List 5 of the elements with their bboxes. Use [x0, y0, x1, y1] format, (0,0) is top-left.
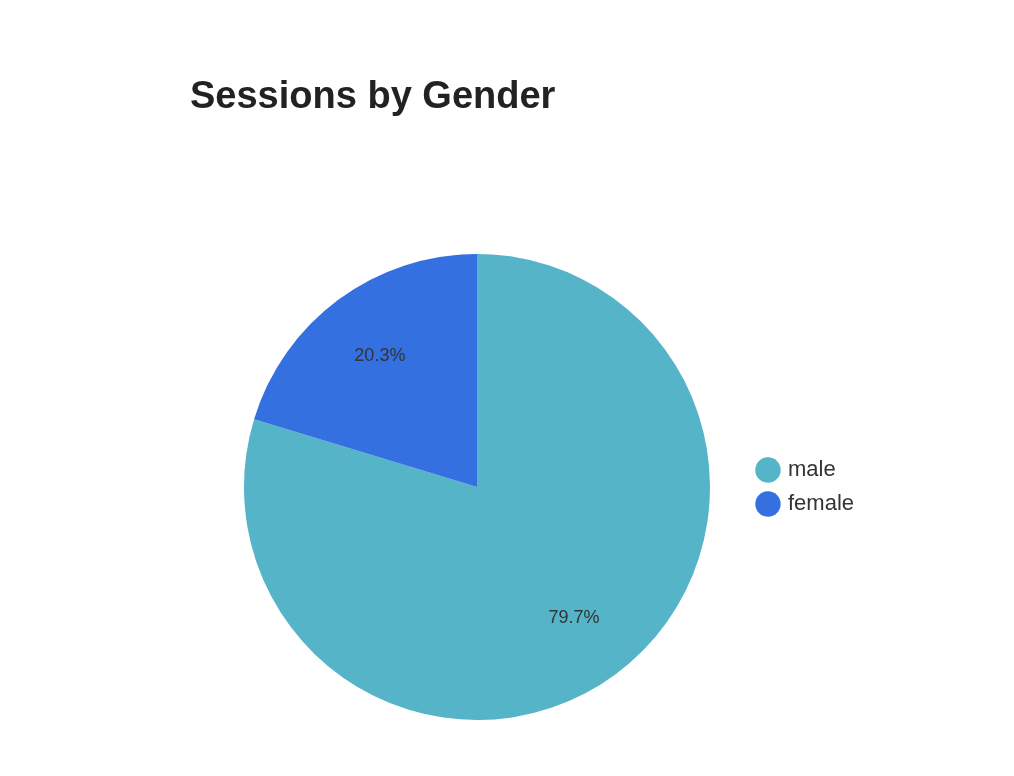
data-label: 79.7% — [548, 607, 600, 628]
legend-label: male — [787, 456, 836, 482]
data-label: 20.3% — [354, 344, 406, 365]
legend-label: female — [787, 490, 855, 516]
chart-title: Sessions by Gender — [190, 74, 556, 117]
